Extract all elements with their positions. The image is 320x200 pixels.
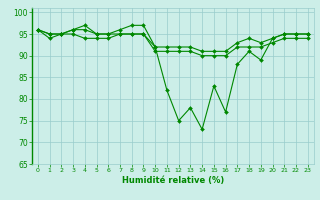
X-axis label: Humidité relative (%): Humidité relative (%) xyxy=(122,176,224,185)
